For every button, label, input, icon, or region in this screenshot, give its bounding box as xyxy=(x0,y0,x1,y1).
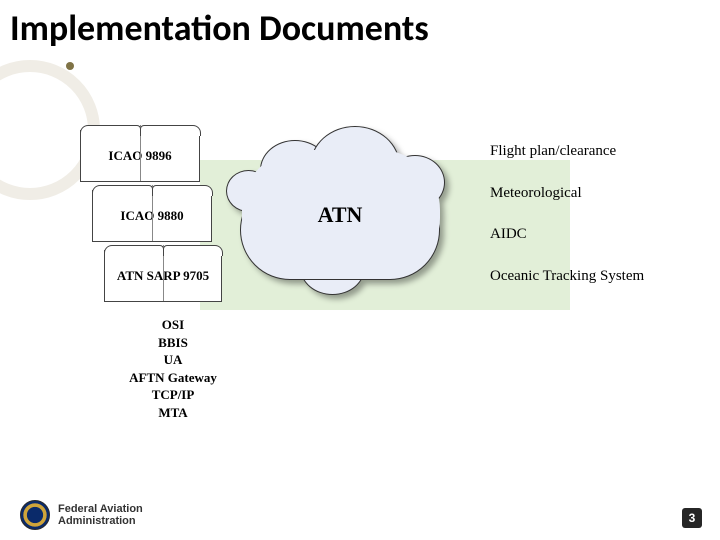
list-item: AFTN Gateway xyxy=(108,369,238,387)
list-item: OSI xyxy=(108,316,238,334)
cloud-label: ATN xyxy=(220,202,460,228)
decorative-dot xyxy=(66,62,74,70)
list-item: TCP/IP xyxy=(108,386,238,404)
book-icao-9880: ICAO 9880 xyxy=(92,190,212,242)
book-icao-9896: ICAO 9896 xyxy=(80,130,200,182)
list-item: Oceanic Tracking System xyxy=(490,267,644,287)
footer-line: Administration xyxy=(58,515,143,527)
footer-line: Federal Aviation xyxy=(58,503,143,515)
list-item: Meteorological xyxy=(490,184,644,204)
footer: Federal Aviation Administration xyxy=(20,500,143,530)
services-list: Flight plan/clearance Meteorological AID… xyxy=(490,142,644,308)
list-item: BBIS xyxy=(108,334,238,352)
page-title: Implementation Documents xyxy=(10,6,429,50)
list-item: AIDC xyxy=(490,225,644,245)
atn-cloud: ATN xyxy=(220,130,460,310)
page-number-badge: 3 xyxy=(682,508,702,528)
faa-seal-icon xyxy=(20,500,50,530)
diagram: ICAO 9896 ICAO 9880 ATN SARP 9705 ATN Fl… xyxy=(70,130,690,400)
list-item: UA xyxy=(108,351,238,369)
list-item: Flight plan/clearance xyxy=(490,142,644,162)
protocol-stack: OSI BBIS UA AFTN Gateway TCP/IP MTA xyxy=(108,316,238,421)
footer-text: Federal Aviation Administration xyxy=(58,503,143,527)
list-item: MTA xyxy=(108,404,238,422)
book-atn-sarp-9705: ATN SARP 9705 xyxy=(104,250,222,302)
